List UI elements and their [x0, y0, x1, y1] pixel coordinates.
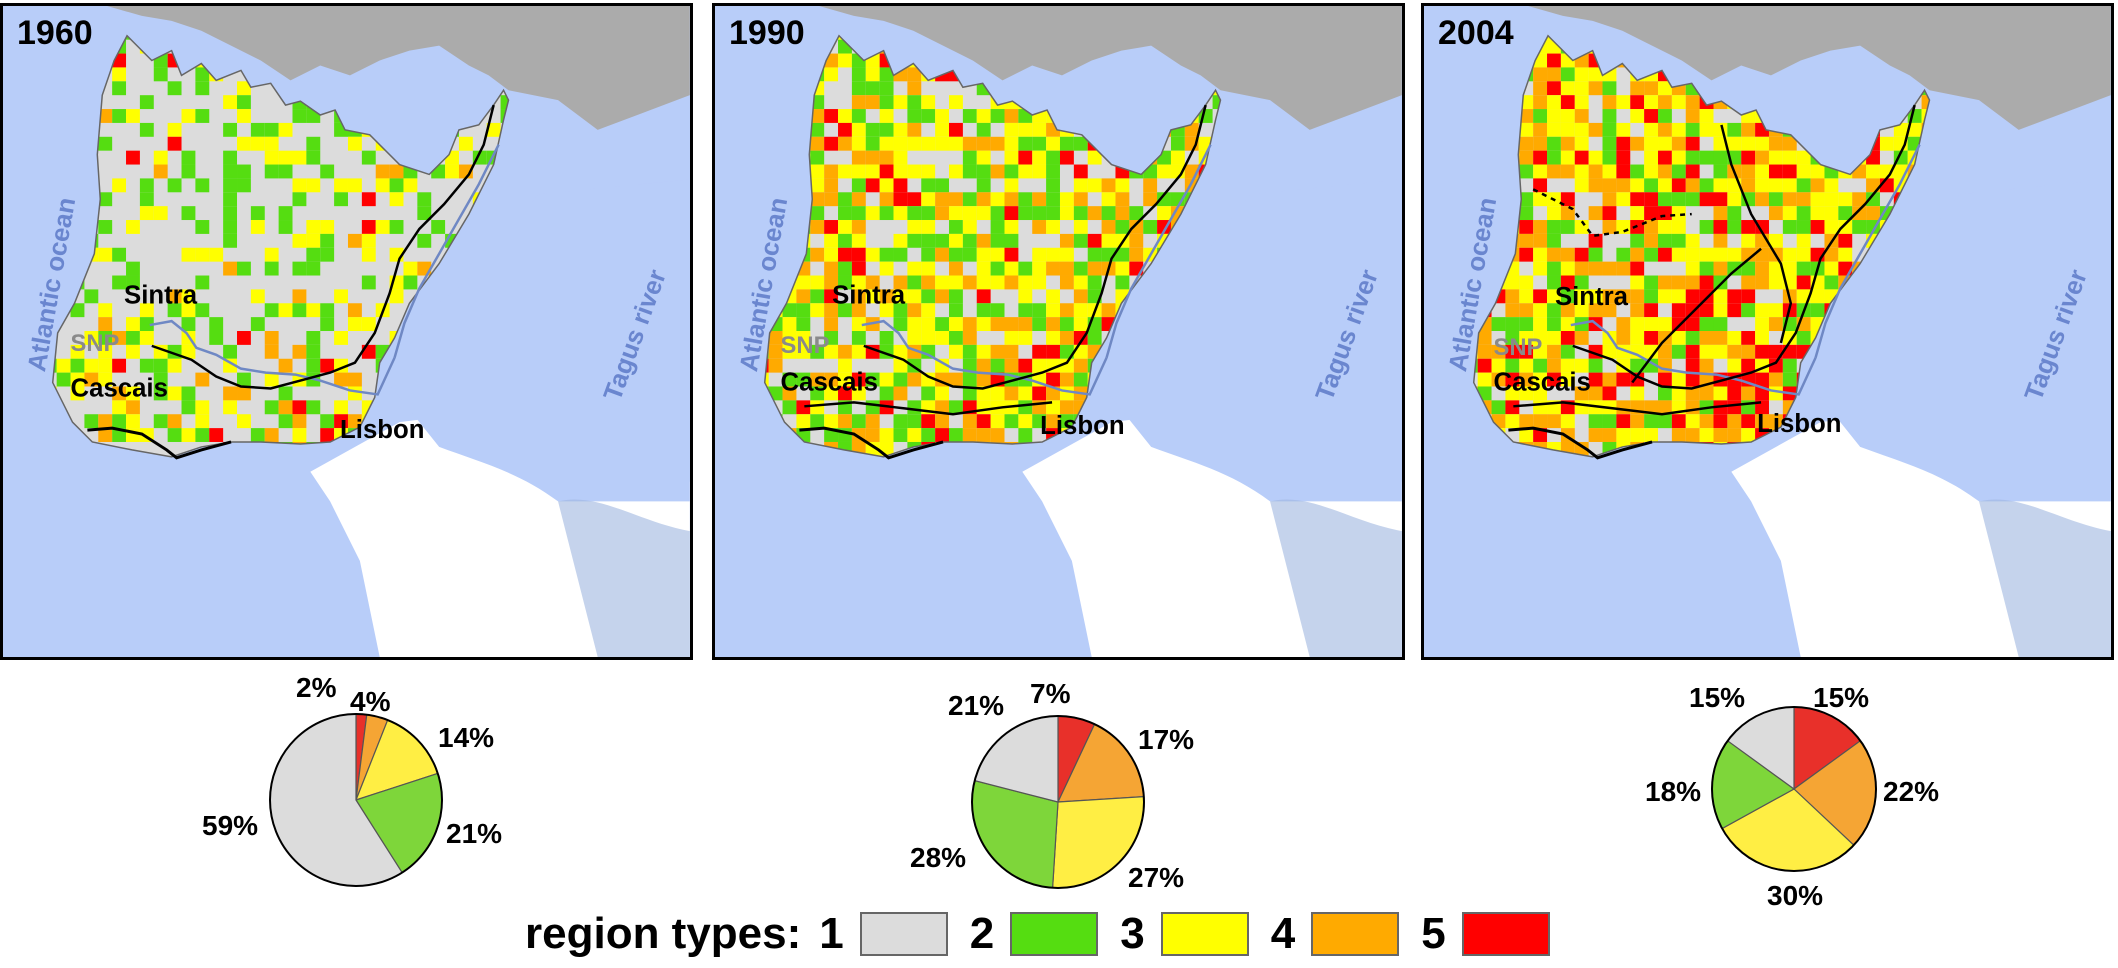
legend: region types: 1 2 3 4 5 [525, 906, 1572, 962]
place-label-cascais: Cascais [1494, 368, 1591, 396]
legend-item-type2: 2 [969, 909, 1099, 959]
legend-title: region types: [525, 909, 802, 958]
map-panel-1960: Atlantic ocean Tagus river Sintra SNP Cascai… [0, 3, 693, 660]
pie-outline [1711, 706, 1877, 872]
coastline [51, 34, 510, 458]
pie-label-type5: 15% [1813, 682, 1870, 713]
river-line [1570, 319, 1817, 396]
river-line [1814, 144, 1921, 359]
year-label: 1990 [729, 14, 805, 52]
legend-item-type1: 1 [819, 909, 948, 959]
legend-label: 2 [969, 909, 995, 958]
dashed-boundary [1532, 188, 1692, 238]
pie-label-type4: 17% [1138, 724, 1195, 755]
river-line [149, 319, 396, 396]
map-1960: Atlantic ocean Tagus riverSintraSNPCascai… [3, 6, 690, 657]
tagus-estuary [1780, 179, 2111, 502]
spain-gray-area [107, 6, 690, 130]
pie-label-type2: 18% [1645, 776, 1702, 807]
pie-label-type1: 15% [1689, 682, 1746, 713]
pie-outline [269, 713, 443, 887]
legend-swatch [1010, 912, 1099, 956]
legend-label: 5 [1421, 909, 1446, 958]
coastline [1472, 34, 1931, 458]
pie-label-type3: 30% [1767, 880, 1824, 911]
legend-swatch [1160, 912, 1249, 956]
river-line [393, 144, 500, 359]
river-line [861, 319, 1108, 396]
pie-label-type5: 7% [1030, 678, 1071, 709]
year-label: 2004 [1438, 14, 1514, 52]
railway-line [151, 104, 495, 390]
spain-gray-area [819, 6, 1402, 130]
pie-label-type1: 59% [202, 810, 259, 841]
map-2004: Atlantic ocean Tagus riverSintraSNPCascai… [1424, 6, 2111, 657]
place-label-sintra: Sintra [124, 281, 198, 309]
pie-label-type2: 28% [910, 842, 967, 873]
tagus-estuary [1071, 179, 1402, 502]
pie-outline [971, 715, 1145, 889]
pie-label-type4: 4% [350, 686, 391, 717]
place-label-snp: SNP [71, 330, 120, 357]
pie-label-type3: 14% [438, 722, 495, 753]
spain-gray-area [1528, 6, 2111, 130]
place-label-lisbon: Lisbon [340, 416, 424, 444]
legend-label: 3 [1120, 909, 1145, 958]
pie-chart-2004: 15% 18% 30% 22% 15% [1645, 682, 1939, 911]
estuary-shallows [558, 499, 690, 657]
railway-line [804, 401, 1053, 416]
place-label-lisbon: Lisbon [1757, 410, 1841, 438]
railway-line [1513, 401, 1762, 416]
legend-label: 1 [819, 909, 844, 958]
legend-item-type4: 4 [1270, 909, 1400, 959]
railway-line [863, 104, 1207, 390]
pie-label-type1: 21% [948, 690, 1005, 721]
pie-chart-1990: 21% 28% 27% 17% 7% [910, 678, 1194, 893]
place-label-cascais: Cascais [71, 374, 168, 402]
estuary-shallows [1979, 499, 2111, 657]
legend-swatch [859, 912, 948, 956]
place-label-cascais: Cascais [781, 368, 878, 396]
pie-label-type3: 27% [1128, 862, 1185, 893]
pie-label-type4: 22% [1883, 776, 1940, 807]
river-line [1105, 144, 1212, 359]
legend-item-type5: 5 [1421, 909, 1550, 959]
place-label-snp: SNP [781, 332, 830, 359]
year-label: 1960 [17, 14, 93, 52]
place-label-sintra: Sintra [832, 281, 906, 309]
coastline [763, 34, 1222, 458]
place-label-lisbon: Lisbon [1040, 412, 1124, 440]
estuary-shallows [1270, 499, 1402, 657]
place-label-snp: SNP [1494, 334, 1543, 361]
railway-line [1572, 104, 1916, 390]
place-label-sintra: Sintra [1555, 283, 1629, 311]
tagus-estuary [359, 179, 690, 502]
map-1990: Atlantic ocean Tagus riverSintraSNPCascai… [715, 6, 1402, 657]
pie-label-type5: 2% [296, 672, 337, 703]
south-coast-rail [799, 426, 944, 460]
legend-label: 4 [1270, 909, 1296, 958]
legend-swatch [1311, 912, 1400, 956]
pie-label-type2: 21% [446, 818, 503, 849]
pie-chart-1960: 59% 21% 14% 4% 2% [202, 672, 502, 890]
map-panel-1990: Atlantic ocean Tagus river Sintra SNP Cascai… [712, 3, 1405, 660]
railway-line [1631, 247, 1762, 384]
legend-item-type3: 3 [1120, 909, 1249, 959]
map-panel-2004: Atlantic ocean Tagus river Sintra SNP Cascai… [1421, 3, 2114, 660]
legend-swatch [1461, 912, 1550, 956]
south-coast-rail [1508, 426, 1653, 460]
south-coast-rail [87, 426, 232, 460]
railway-line [1720, 124, 1793, 344]
